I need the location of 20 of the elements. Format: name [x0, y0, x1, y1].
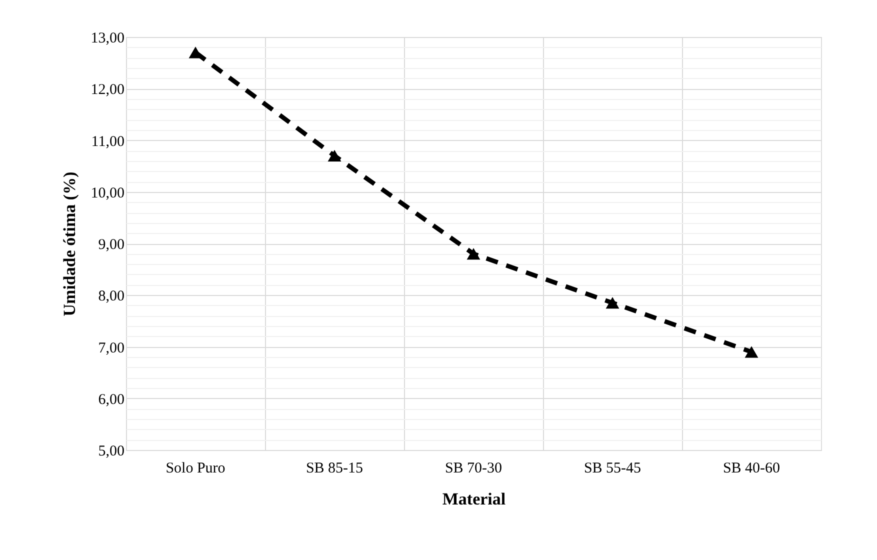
y-tick-label: 10,00 — [90, 185, 124, 202]
y-tick-label: 7,00 — [98, 340, 124, 356]
y-tick-label: 8,00 — [98, 288, 124, 305]
x-tick-label: SB 40-60 — [722, 460, 780, 476]
x-tick-label: SB 85-15 — [306, 460, 364, 476]
point — [744, 346, 758, 358]
y-tick-label: 9,00 — [98, 237, 124, 253]
point — [606, 297, 620, 309]
point — [466, 248, 480, 260]
x-tick-label: SB 70-30 — [444, 460, 502, 476]
y-tick-label: 13,00 — [90, 30, 124, 46]
y-tick-label: 6,00 — [98, 392, 124, 408]
x-tick-label: Solo Puro — [166, 460, 226, 476]
x-tick-label: SB 55-45 — [584, 460, 642, 476]
y-axis-title: Umidade ótima (%) — [60, 172, 79, 316]
y-tick-label: 11,00 — [91, 134, 124, 150]
y-tick-label: 5,00 — [98, 444, 124, 460]
point — [328, 150, 342, 162]
x-axis-title: Material — [442, 490, 506, 508]
y-tick-label: 12,00 — [90, 82, 124, 98]
